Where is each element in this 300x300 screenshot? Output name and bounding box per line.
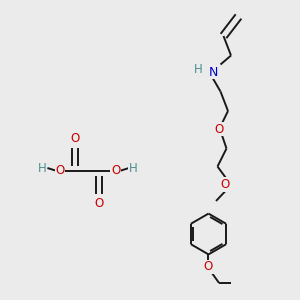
Text: O: O — [56, 164, 64, 178]
Text: H: H — [194, 63, 202, 76]
Text: N: N — [208, 65, 218, 79]
Text: H: H — [129, 161, 138, 175]
Text: O: O — [94, 197, 103, 210]
Text: H: H — [38, 161, 46, 175]
Text: O: O — [111, 164, 120, 178]
Text: O: O — [214, 122, 224, 136]
Text: O: O — [204, 260, 213, 274]
Text: O: O — [70, 132, 80, 145]
Text: O: O — [220, 178, 230, 191]
